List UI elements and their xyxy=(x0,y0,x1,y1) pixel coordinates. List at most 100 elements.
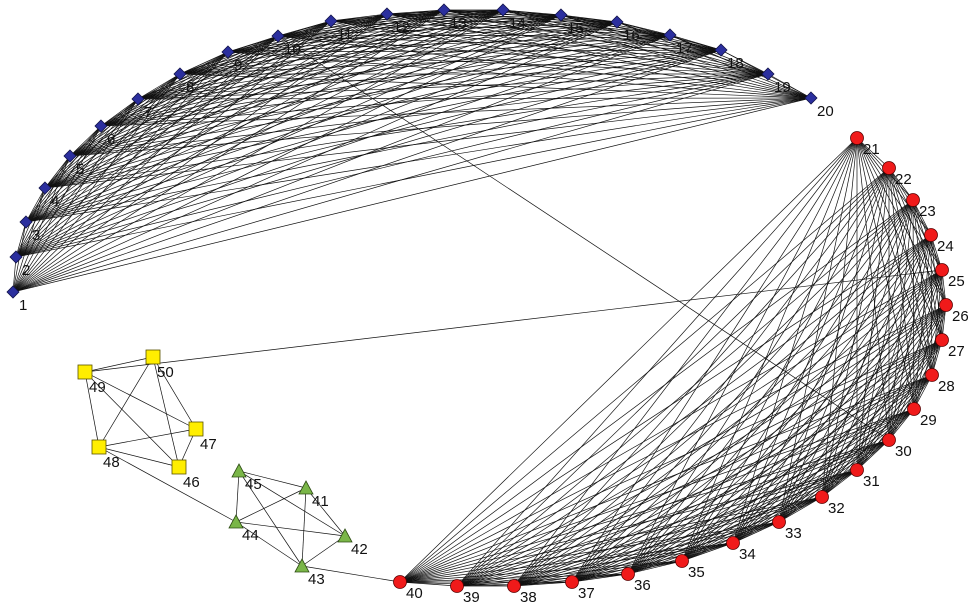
edge-34-37 xyxy=(571,542,734,583)
edge-26-35 xyxy=(681,304,947,562)
node-label-43: 43 xyxy=(308,571,325,588)
edge-34-38 xyxy=(513,542,734,587)
node-16 xyxy=(610,15,624,29)
node-label-2: 2 xyxy=(22,262,30,279)
edge-41-45 xyxy=(238,470,307,489)
edge-2-19 xyxy=(15,73,769,258)
node-38 xyxy=(507,579,521,593)
node-44 xyxy=(228,514,244,529)
edge-16-19 xyxy=(616,21,769,75)
edge-17-20 xyxy=(669,34,812,99)
edge-15-18 xyxy=(560,14,722,51)
edge-21-36 xyxy=(627,137,858,575)
node-label-30: 30 xyxy=(895,443,912,460)
node-label-24: 24 xyxy=(937,238,954,255)
edge-10-20 xyxy=(277,35,812,99)
edge-22-38 xyxy=(513,167,890,587)
node-8 xyxy=(173,67,187,81)
edge-6-11 xyxy=(100,20,332,127)
node-label-14: 14 xyxy=(509,15,526,32)
edge-25-39 xyxy=(456,269,943,587)
edge-8-13 xyxy=(179,9,445,75)
edge-7-16 xyxy=(137,21,618,100)
node-9 xyxy=(221,45,235,59)
edge-47-50 xyxy=(152,356,197,430)
edge-29-35 xyxy=(681,408,915,562)
edge-26-40 xyxy=(399,304,947,583)
node-17 xyxy=(663,28,677,42)
node-39 xyxy=(450,579,464,593)
edge-1-18 xyxy=(12,49,722,293)
node-label-47: 47 xyxy=(200,436,217,453)
edge-22-29 xyxy=(888,167,915,410)
node-37 xyxy=(565,575,579,589)
edge-29-32 xyxy=(821,408,915,498)
edge-8-9 xyxy=(179,51,229,75)
edge-26-31 xyxy=(856,304,947,471)
edge-27-36 xyxy=(627,339,943,575)
edge-23-38 xyxy=(513,199,914,587)
edge-21-34 xyxy=(732,137,858,544)
edge-21-28 xyxy=(856,137,933,376)
edge-10-11 xyxy=(277,20,332,37)
node-label-5: 5 xyxy=(76,161,84,178)
edge-7-18 xyxy=(137,49,722,100)
edge-35-36 xyxy=(627,560,683,575)
edge-46-48 xyxy=(98,446,180,468)
edge-10-16 xyxy=(277,21,618,37)
node-13 xyxy=(437,3,451,17)
edge-layer xyxy=(12,9,947,587)
edge-31-38 xyxy=(513,469,858,587)
edge-2-3 xyxy=(15,221,27,258)
edge-26-39 xyxy=(456,304,947,587)
edge-26-34 xyxy=(732,304,947,544)
edge-21-35 xyxy=(681,137,858,562)
edge-41-44 xyxy=(235,487,307,523)
edge-7-11 xyxy=(137,20,332,100)
node-label-1: 1 xyxy=(19,297,27,314)
edge-22-40 xyxy=(399,167,890,583)
edge-32-35 xyxy=(681,496,823,562)
node-10 xyxy=(271,29,285,43)
edge-24-39 xyxy=(456,234,932,587)
edge-21-22 xyxy=(856,137,890,169)
edge-6-19 xyxy=(100,73,769,127)
edge-4-20 xyxy=(44,97,812,189)
edge-13-18 xyxy=(443,9,722,51)
edge-22-36 xyxy=(627,167,890,575)
node-50 xyxy=(145,349,161,365)
edge-26-33 xyxy=(778,304,947,523)
edge-33-34 xyxy=(732,521,780,544)
edge-47-48 xyxy=(98,428,197,448)
edge-15-19 xyxy=(560,14,769,75)
edge-23-30 xyxy=(888,199,914,441)
edge-10-18 xyxy=(277,35,722,51)
edge-21-37 xyxy=(571,137,858,583)
edge-1-7 xyxy=(12,98,139,293)
edge-23-40 xyxy=(399,199,914,583)
edge-23-37 xyxy=(571,199,914,583)
edge-32-33 xyxy=(778,496,823,523)
edge-11-20 xyxy=(330,20,812,99)
edge-10-19 xyxy=(277,35,769,75)
node-label-10: 10 xyxy=(284,41,301,58)
edge-48-44 xyxy=(98,446,237,523)
edge-23-33 xyxy=(778,199,914,523)
node-label-50: 50 xyxy=(157,364,174,381)
edge-49-25 xyxy=(84,269,943,373)
node-47 xyxy=(188,421,204,437)
node-label-11: 11 xyxy=(337,26,353,43)
edge-25-32 xyxy=(821,269,943,498)
node-label-22: 22 xyxy=(895,171,912,188)
edge-24-32 xyxy=(821,234,932,498)
edge-6-12 xyxy=(100,13,388,127)
edge-23-39 xyxy=(456,199,914,587)
edge-31-36 xyxy=(627,469,858,575)
edge-5-14 xyxy=(69,9,504,157)
edge-29-39 xyxy=(456,408,915,587)
node-label-13: 13 xyxy=(450,15,467,32)
node-label-4: 4 xyxy=(51,193,59,210)
edge-10-30 xyxy=(277,35,890,441)
edge-27-39 xyxy=(456,339,943,587)
